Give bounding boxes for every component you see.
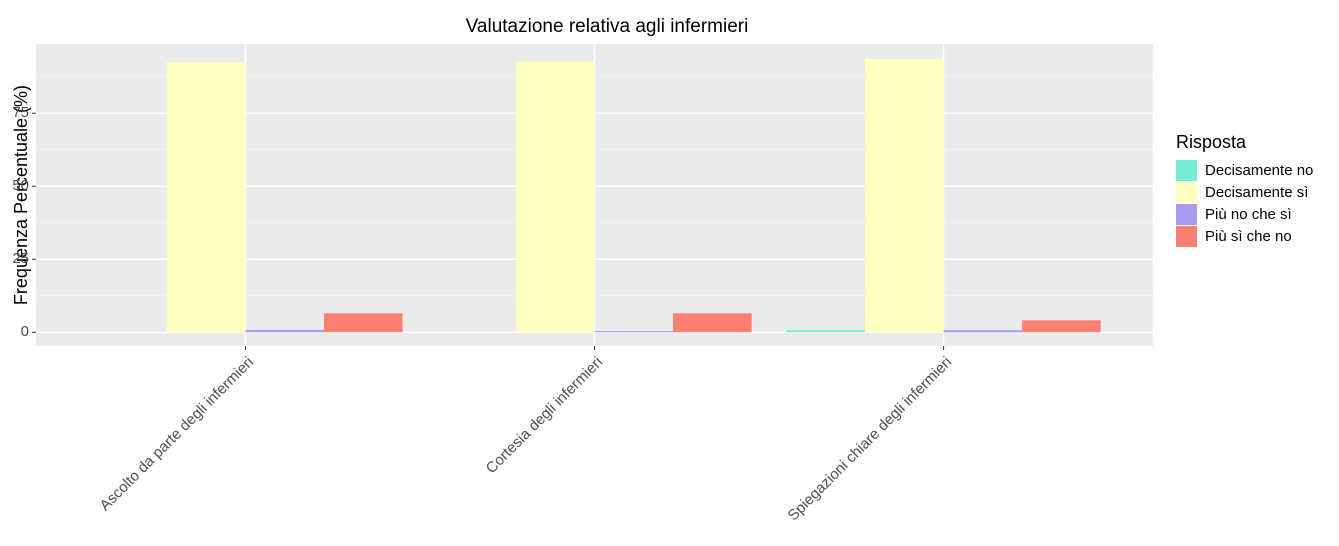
bar <box>515 61 595 333</box>
legend-title: Risposta <box>1176 132 1247 152</box>
legend-swatch <box>1176 226 1197 247</box>
x-tick-label: Cortesia degli infermieri <box>483 354 606 477</box>
legend-label: Decisamente no <box>1205 162 1313 179</box>
y-tick-label: 0 <box>21 323 29 340</box>
bar <box>245 329 324 333</box>
bar <box>673 313 752 333</box>
legend-label: Più sì che no <box>1205 228 1292 245</box>
bar <box>1022 320 1101 333</box>
bar <box>594 331 674 333</box>
y-tick-label: 50 <box>12 177 29 194</box>
legend-label: Decisamente sì <box>1205 184 1308 201</box>
y-axis-label: Frequenza Percentuale (%) <box>11 85 31 305</box>
legend-label: Più no che sì <box>1205 206 1292 223</box>
y-tick-label: 75 <box>12 104 29 121</box>
x-tick-label: Ascolto da parte degli infermieri <box>96 354 257 515</box>
bar <box>786 330 866 333</box>
legend-swatch <box>1176 160 1197 181</box>
x-tick-label: Spiegazioni chiare degli infermieri <box>785 354 956 525</box>
legend-swatch <box>1176 204 1197 225</box>
bar <box>943 330 1023 333</box>
bar <box>865 59 944 333</box>
y-tick-label: 25 <box>12 250 29 267</box>
bars <box>166 59 1101 333</box>
chart-title: Valutazione relativa agli infermieri <box>466 16 749 37</box>
bar <box>166 62 246 333</box>
legend-swatch <box>1176 182 1197 203</box>
bar <box>323 313 403 333</box>
